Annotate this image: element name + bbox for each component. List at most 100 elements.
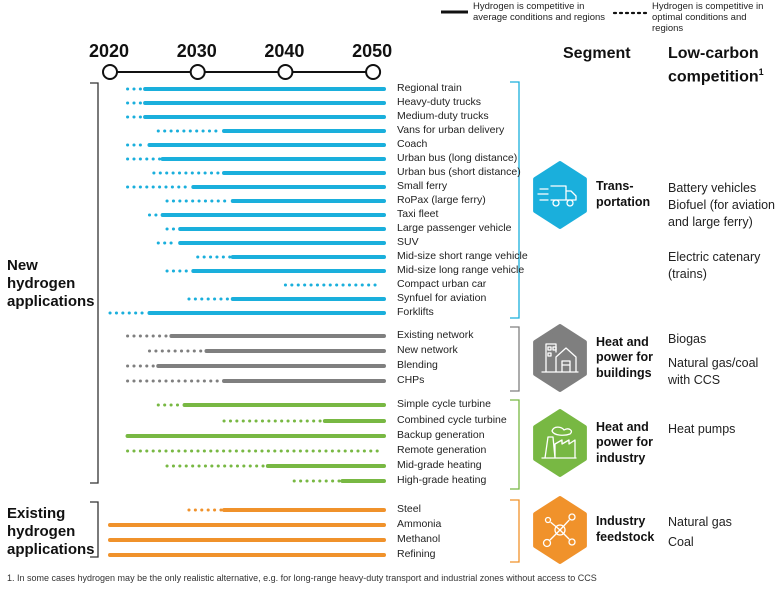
bracket-transportation <box>510 81 520 319</box>
row-label: Simple cycle turbine <box>397 398 491 410</box>
row-label: Taxi fleet <box>397 208 439 220</box>
timeline-bars <box>108 87 386 557</box>
footnote: 1. In some cases hydrogen may be the onl… <box>7 573 597 583</box>
segment-label-line: power for <box>596 435 653 450</box>
segment-label-line: power for <box>596 350 653 365</box>
row-label: Small ferry <box>397 180 448 192</box>
competition-item: Biogas <box>668 332 707 346</box>
segment-label-line: Trans- <box>596 179 634 194</box>
row-label: Medium-duty trucks <box>397 110 489 122</box>
group-label-new-line3: applications <box>7 293 95 310</box>
segment-label-line: industry <box>596 450 646 465</box>
row-label: Existing network <box>397 329 474 341</box>
axis-tick-2050 <box>365 64 382 80</box>
segment-label-line: buildings <box>596 365 652 380</box>
row-label: Mid-grade heating <box>397 459 482 471</box>
molecule-icon <box>533 496 587 564</box>
row-label: High-grade heating <box>397 474 487 486</box>
row-label: Urban bus (long distance) <box>397 152 518 164</box>
legend-solid-swatch <box>441 10 468 14</box>
row-label: Refining <box>397 548 436 560</box>
legend-solid-line2: average conditions and regions <box>473 12 606 23</box>
competition-item: Natural gas <box>668 515 732 529</box>
legend-dotted-swatch <box>612 11 650 15</box>
truck-icon <box>533 161 587 229</box>
row-label: Blending <box>397 359 438 371</box>
bracket-industry <box>510 399 520 490</box>
group-label-new-line2: hydrogen <box>7 275 76 292</box>
competition-header-line2: competition <box>668 68 759 86</box>
year-label: 2050 <box>352 41 393 61</box>
brackets <box>90 81 520 563</box>
row-label: SUV <box>397 236 419 248</box>
segment-label-line: Industry <box>596 514 646 529</box>
segment-icons <box>533 161 587 564</box>
group-label-existing-line3: applications <box>7 541 95 558</box>
axis-tick-2030 <box>189 64 206 80</box>
row-label: CHPs <box>397 374 425 386</box>
bracket-buildings <box>510 326 520 392</box>
group-label-existing-line1: Existing <box>7 505 66 522</box>
row-label: Heavy-duty trucks <box>397 96 482 108</box>
row-label: Remote generation <box>397 444 487 456</box>
competition-header-line1: Low-carbon <box>668 45 759 62</box>
building-icon <box>533 324 587 392</box>
row-label: Combined cycle turbine <box>397 414 507 426</box>
row-label: Vans for urban delivery <box>397 124 505 136</box>
segment-label-line: Heat and <box>596 334 649 349</box>
row-label: New network <box>397 344 458 356</box>
segment-label-buildings: Heat and power for buildings <box>596 335 653 382</box>
group-label-new: New hydrogen applications <box>7 257 95 311</box>
segment-label-transportation: Trans-portation <box>596 179 650 210</box>
timeline-axis <box>102 64 382 80</box>
segment-header: Segment <box>563 45 631 62</box>
competition-item: Natural gas/coal with CCS <box>668 356 759 387</box>
year-label: 2040 <box>264 41 305 61</box>
row-label: Urban bus (short distance) <box>397 166 521 178</box>
hexagon-badge <box>533 324 587 392</box>
legend-solid-line1: Hydrogen is competitive in <box>473 1 585 12</box>
row-label: Backup generation <box>397 429 485 441</box>
year-label: 2020 <box>89 41 130 61</box>
row-label: Mid-size short range vehicle <box>397 250 528 262</box>
row-label: Regional train <box>397 82 462 94</box>
group-label-new-line1: New <box>7 257 38 274</box>
competition-item: Biofuel (for aviation and large ferry) <box>668 198 776 229</box>
competition-item: Electric catenary (trains) <box>668 250 761 281</box>
axis-tick-2020 <box>102 64 118 80</box>
row-label: Steel <box>397 503 421 515</box>
row-label: Forklifts <box>397 306 434 318</box>
bracket-existing-applications <box>90 501 99 558</box>
footnote-marker: 1 <box>758 67 764 77</box>
row-label: RoPax (large ferry) <box>397 194 486 206</box>
legend-dotted-line2: optimal conditions and regions <box>652 12 747 34</box>
factory-icon <box>533 409 587 477</box>
segment-label-line: portation <box>596 194 651 209</box>
row-label: Synfuel for aviation <box>397 292 487 304</box>
row-label: Methanol <box>397 533 441 545</box>
legend-dotted-text: Hydrogen is competitive in optimal condi… <box>652 1 779 34</box>
competition-item: Battery vehicles <box>668 181 757 195</box>
hexagon-badge <box>533 161 587 229</box>
segment-label-industry: Heat and power for industry <box>596 420 653 467</box>
year-label: 2030 <box>176 41 217 61</box>
competition-item: Coal <box>668 535 694 549</box>
legend-solid-text: Hydrogen is competitive in average condi… <box>473 1 605 23</box>
row-label: Ammonia <box>397 518 442 530</box>
row-label: Coach <box>397 138 428 150</box>
competition-header: Low-carbon competition1 <box>668 44 764 86</box>
competition-item: Heat pumps <box>668 422 736 436</box>
segment-label-line: Heat and <box>596 419 649 434</box>
hexagon-badge <box>533 409 587 477</box>
segment-label-line: feedstock <box>596 529 655 544</box>
group-label-existing-line2: hydrogen <box>7 523 76 540</box>
axis-tick-2040 <box>277 64 294 80</box>
group-label-existing: Existing hydrogen applications <box>7 505 95 559</box>
segment-label-feedstock: Industry feedstock <box>596 514 654 545</box>
row-label: Mid-size long range vehicle <box>397 264 525 276</box>
bracket-feedstock <box>510 499 520 563</box>
row-label: Compact urban car <box>397 278 487 290</box>
bracket-new-applications <box>90 82 99 484</box>
row-label: Large passenger vehicle <box>397 222 512 234</box>
